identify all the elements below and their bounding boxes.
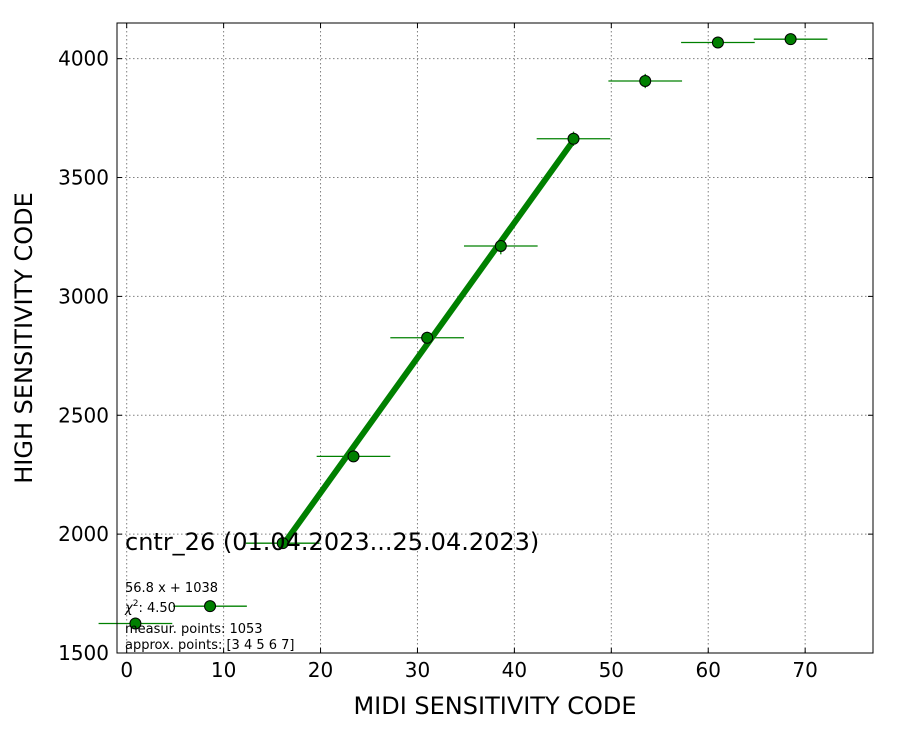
x-axis-title: MIDI SENSITIVITY CODE bbox=[353, 692, 636, 720]
annotation-title: cntr_26 (01.04.2023...25.04.2023) bbox=[125, 528, 539, 556]
ticks: 0 10 20 30 40 50 60 70 1500 2000 2500 3000 3500 4000 bbox=[58, 23, 873, 682]
data-point bbox=[494, 239, 507, 252]
annotation-approx-points: approx. points: [3 4 5 6 7] bbox=[125, 638, 295, 653]
data-point bbox=[276, 537, 289, 550]
x-tick-label: 40 bbox=[502, 658, 527, 682]
data-point bbox=[204, 600, 217, 613]
data-point bbox=[784, 33, 797, 46]
x-tick-label: 60 bbox=[696, 658, 721, 682]
y-tick-label: 3000 bbox=[58, 284, 109, 308]
y-tick-label: 2500 bbox=[58, 403, 109, 427]
chi2-symbol: χ bbox=[124, 601, 134, 616]
y-tick-label: 4000 bbox=[58, 47, 109, 71]
x-tick-label: 10 bbox=[211, 658, 236, 682]
y-tick-label: 2000 bbox=[58, 522, 109, 546]
chi2-superscript: 2 bbox=[133, 599, 139, 609]
y-tick-label: 3500 bbox=[58, 166, 109, 190]
x-tick-label: 30 bbox=[405, 658, 430, 682]
grid-lines bbox=[117, 23, 873, 654]
plot-frame bbox=[116, 22, 874, 654]
x-tick-label: 0 bbox=[120, 658, 133, 682]
data-point bbox=[639, 75, 652, 88]
data-points bbox=[98, 33, 828, 630]
y-axis-title: HIGH SENSITIVITY CODE bbox=[10, 192, 38, 484]
y-tick-label: 1500 bbox=[58, 641, 109, 665]
data-point bbox=[567, 132, 580, 145]
annotation-measur-points: measur. points: 1053 bbox=[125, 622, 263, 637]
data-point bbox=[347, 450, 360, 463]
x-tick-label: 20 bbox=[308, 658, 333, 682]
data-point bbox=[129, 617, 142, 630]
x-tick-label: 70 bbox=[792, 658, 817, 682]
chi2-value: : 4.50 bbox=[138, 601, 175, 616]
x-tick-label: 50 bbox=[599, 658, 624, 682]
data-point bbox=[711, 36, 724, 49]
annotation-equation: 56.8 x + 1038 bbox=[125, 581, 218, 596]
data-point bbox=[421, 331, 434, 344]
annotation-chi2: χ2: 4.50 bbox=[124, 599, 176, 616]
